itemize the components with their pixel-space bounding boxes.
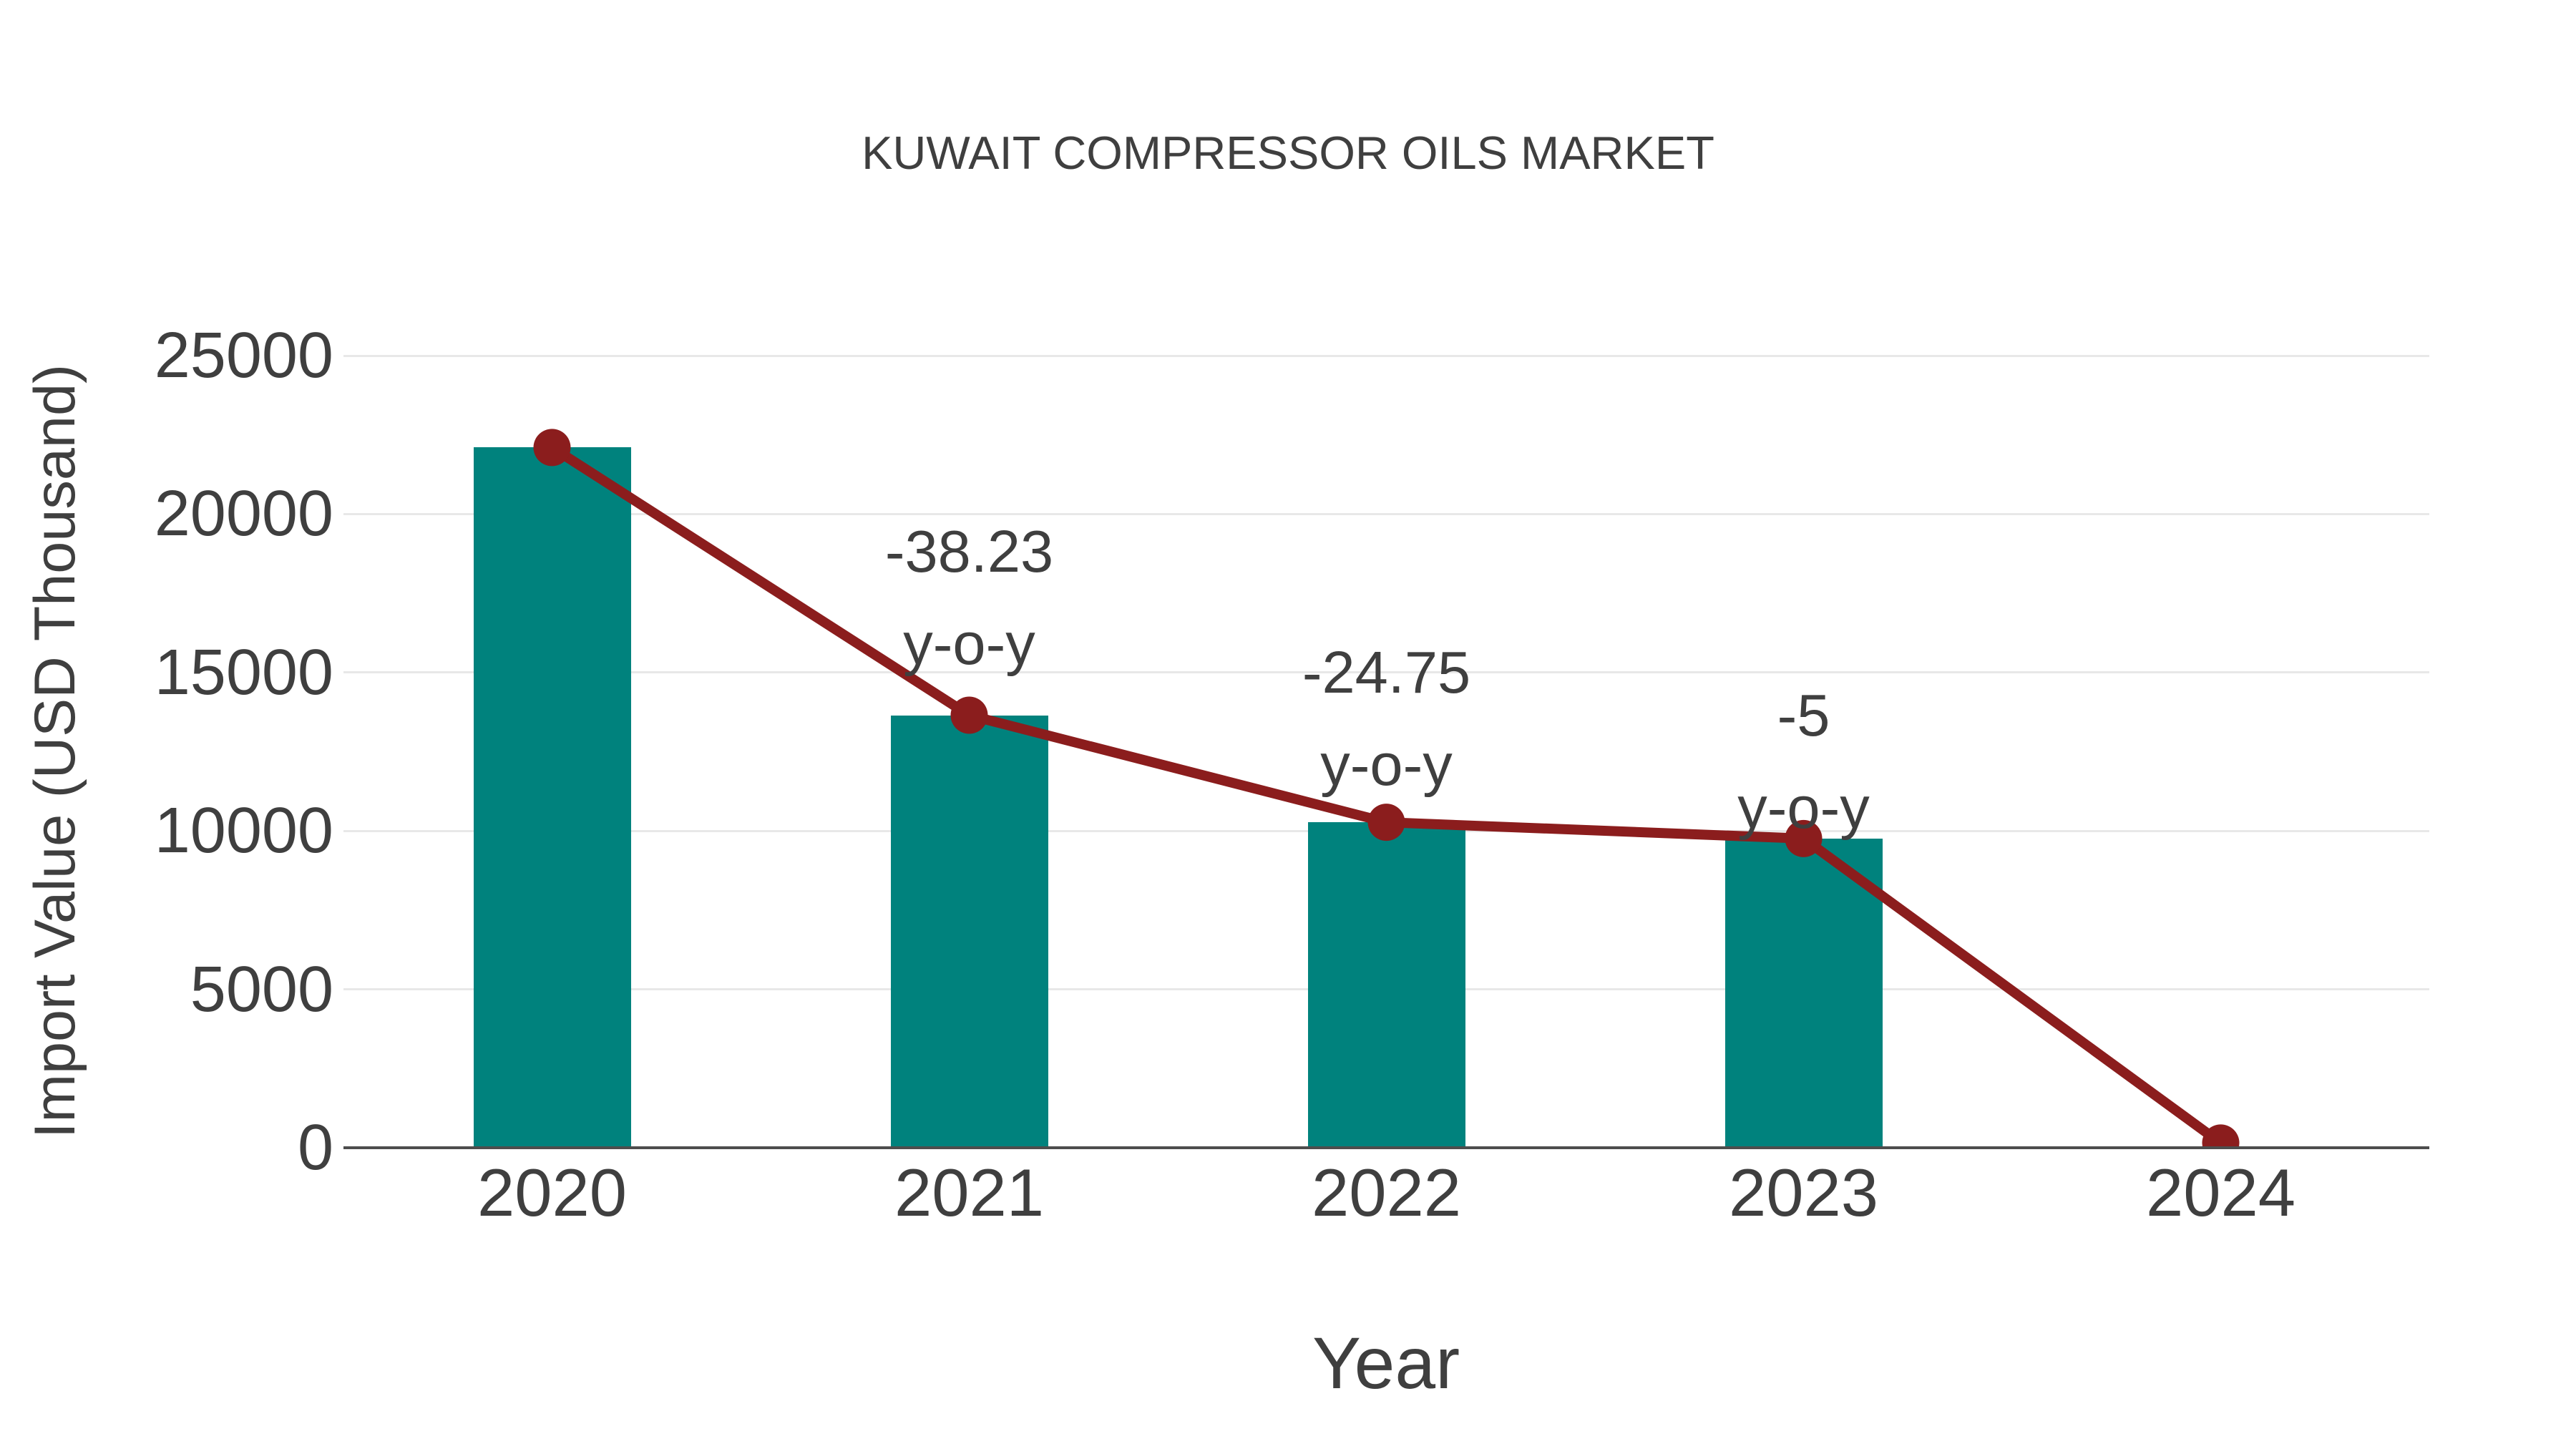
gridline-20000 [343, 512, 2429, 515]
yoy-label: y-o-y [903, 610, 1035, 677]
data-point-marker-2023 [1785, 819, 1823, 857]
data-point-marker-2022 [1367, 804, 1405, 841]
bar-2022 [1307, 822, 1465, 1148]
bar-2020 [473, 447, 631, 1148]
y-axis-tick-label: 0 [297, 1112, 333, 1184]
data-point-marker-2021 [950, 696, 988, 734]
y-axis-tick-label: 25000 [154, 320, 333, 391]
x-axis-tick-label-2021: 2021 [894, 1155, 1045, 1230]
yoy-annotation-2023: -5 y-o-y [1582, 669, 2026, 854]
x-axis-tick-label-2024: 2024 [2145, 1155, 2296, 1230]
yoy-value: -38.23 [884, 518, 1054, 585]
chart-title: KUWAIT COMPRESSOR OILS MARKET [862, 127, 1714, 179]
trend-line-layer [533, 429, 2240, 1149]
bar-2021 [890, 715, 1048, 1148]
yoy-annotation-2022: -24.75 y-o-y [1165, 626, 1609, 811]
x-axis-tick-label-2022: 2022 [1311, 1155, 1462, 1230]
data-point-marker-2024 [2202, 1124, 2240, 1149]
yoy-label: y-o-y [1737, 774, 1870, 841]
gridline-25000 [343, 354, 2429, 357]
y-axis-tick-label: 20000 [154, 478, 333, 550]
data-point-marker-2020 [533, 429, 571, 467]
x-axis-tick-label-2020: 2020 [477, 1155, 628, 1230]
yoy-annotation-2021: -38.23 y-o-y [748, 505, 1191, 690]
x-axis-tick-label-2023: 2023 [1728, 1155, 1879, 1230]
x-axis-line [343, 1146, 2429, 1149]
y-axis-tick-label: 15000 [154, 636, 333, 708]
yoy-value: -24.75 [1302, 639, 1471, 706]
y-axis-tick-label: 5000 [190, 953, 333, 1025]
bar-2023 [1724, 838, 1883, 1148]
yoy-label: y-o-y [1320, 731, 1453, 798]
yoy-value: -5 [1777, 682, 1830, 748]
y-axis-tick-label: 10000 [154, 795, 333, 867]
gridline-15000 [343, 671, 2429, 674]
x-axis-title: Year [1312, 1322, 1460, 1404]
